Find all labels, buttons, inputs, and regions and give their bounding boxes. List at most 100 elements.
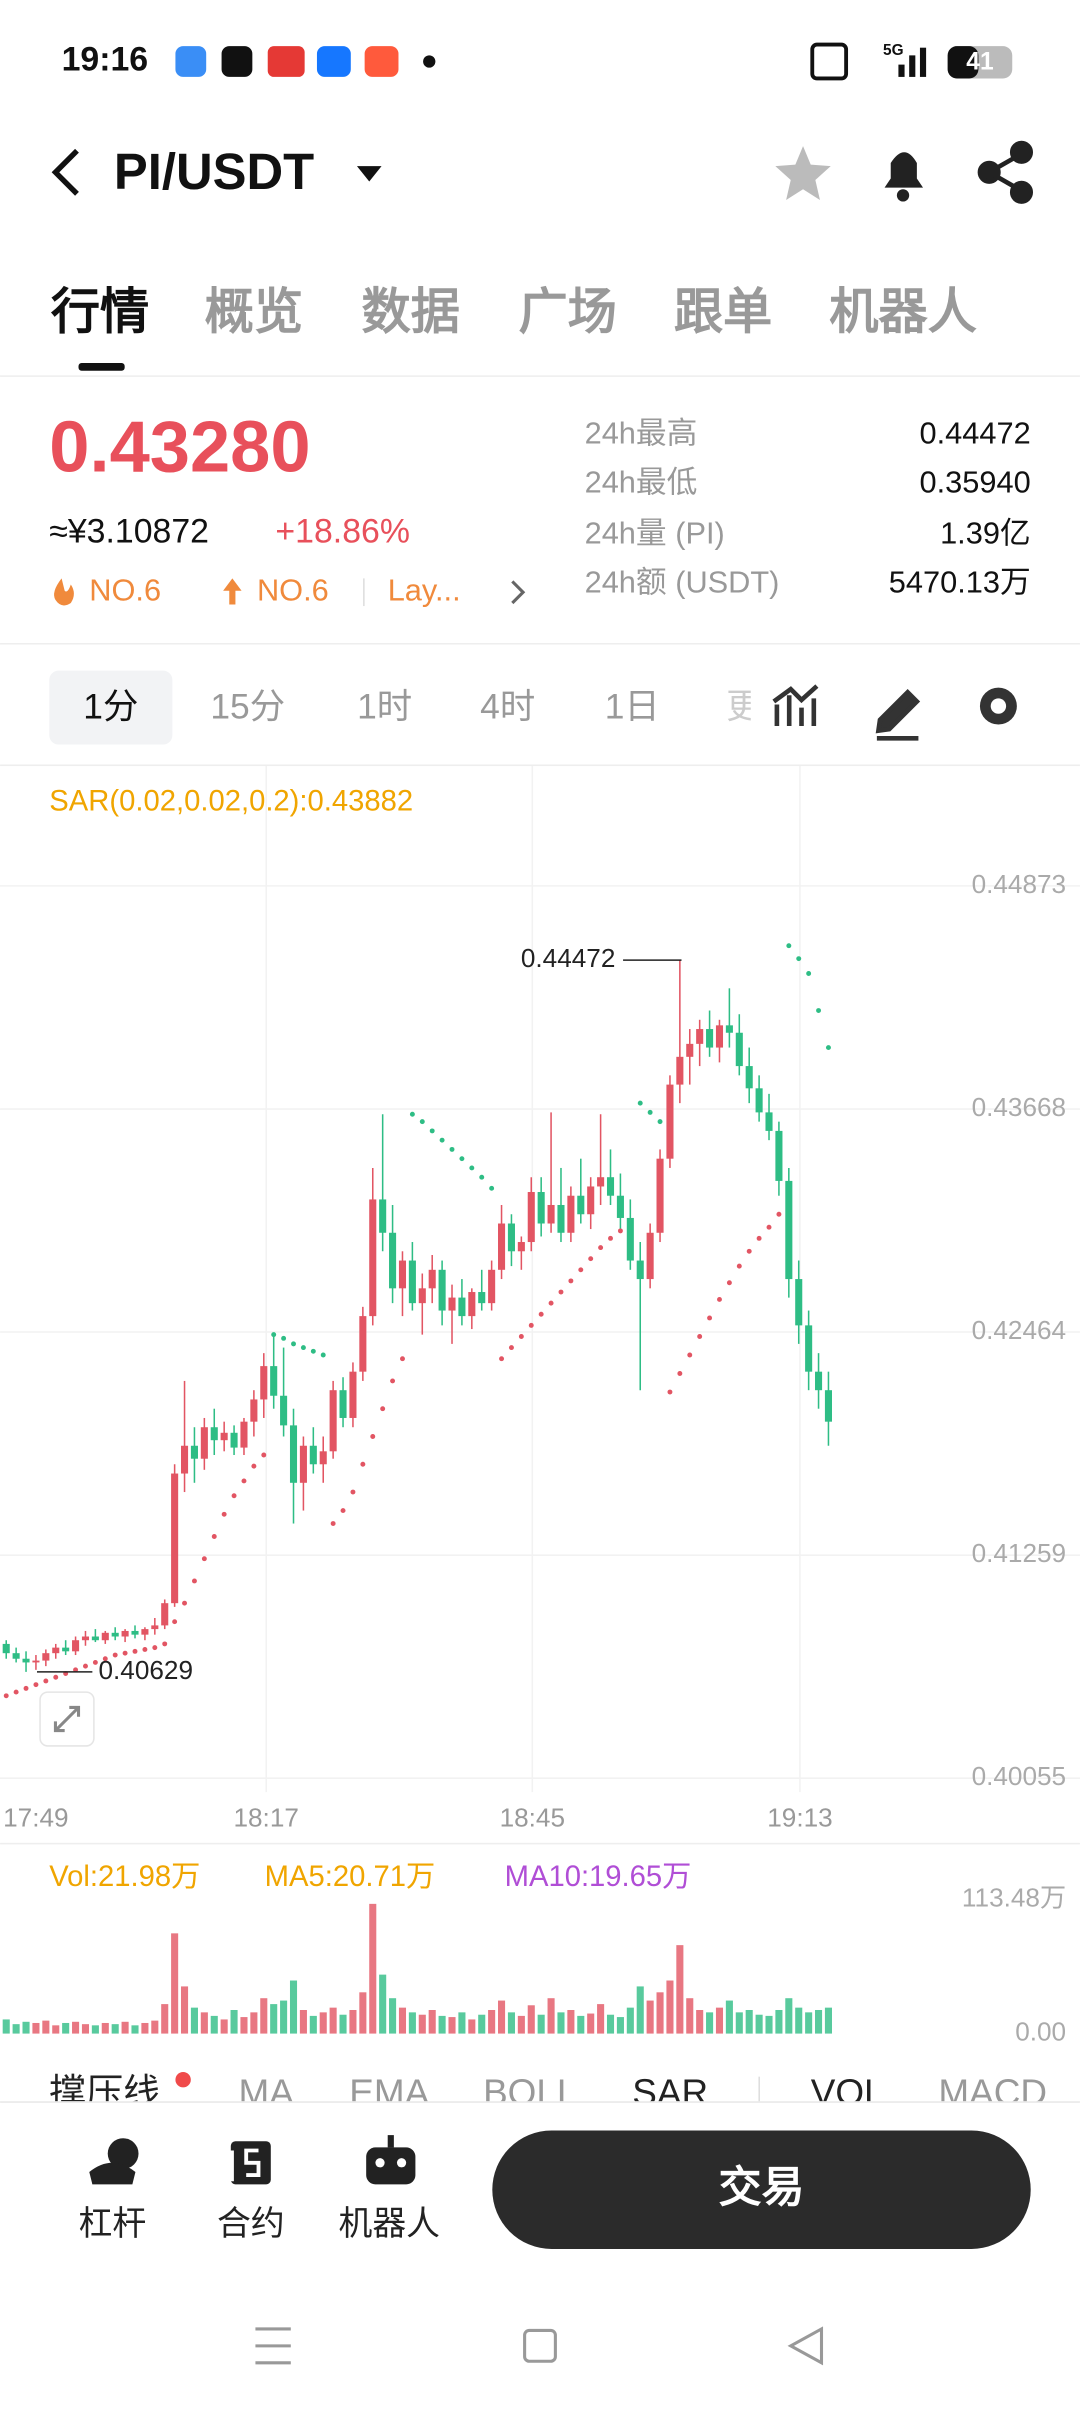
nav-back[interactable]	[787, 2326, 824, 2366]
candle-body	[329, 1390, 337, 1452]
candle-body	[230, 1432, 238, 1448]
nav-home[interactable]	[523, 2328, 557, 2363]
candle-body	[408, 1260, 416, 1304]
volume-bar	[646, 2000, 654, 2034]
volume-bar	[240, 2017, 248, 2034]
sar-dot	[707, 1315, 713, 1321]
volume-bar	[775, 2010, 783, 2034]
volume-bar	[606, 2014, 615, 2034]
volume-bar	[349, 2010, 357, 2034]
tab[interactable]: 行情	[51, 284, 149, 339]
volume-bar	[270, 2004, 278, 2034]
pair-title[interactable]: PI/USDT	[114, 143, 314, 200]
cny-price: ≈¥3.10872	[49, 513, 209, 551]
volume-legend: MA5:20.71万	[265, 1861, 436, 1893]
status-battery: 41	[966, 49, 993, 76]
volume-bar	[131, 2025, 139, 2034]
sar-dot	[558, 1289, 564, 1295]
low-marker: 0.40629	[99, 1655, 193, 1685]
interval[interactable]: 1时	[357, 687, 412, 726]
indicator-button[interactable]	[772, 684, 819, 727]
volume-bar	[428, 2010, 436, 2034]
volume-bar	[755, 2014, 763, 2034]
back-button[interactable]	[51, 148, 79, 196]
rank-tag[interactable]: NO.6	[257, 572, 329, 607]
grid: 0.44873 0.43668 0.42464 0.41259 0.40055	[0, 766, 1080, 1793]
volume-tick-label: 0.00	[1015, 2016, 1066, 2046]
settings-button[interactable]	[979, 687, 1017, 725]
draw-button[interactable]	[875, 688, 921, 741]
pair-dropdown[interactable]	[356, 166, 382, 182]
candle-body	[309, 1445, 317, 1465]
status-network: 5G	[883, 42, 904, 59]
candle-body	[250, 1399, 258, 1422]
stat-label: 24h额 (USDT)	[585, 565, 780, 600]
volume-bar	[666, 1980, 674, 2034]
volume-bar	[81, 2024, 90, 2034]
robot-icon	[366, 2135, 416, 2185]
volume-bar	[696, 2010, 704, 2034]
tab[interactable]: 概览	[205, 284, 303, 339]
candle-body	[775, 1130, 783, 1181]
bottom-item[interactable]: 杠杆	[79, 2205, 147, 2243]
rank-tag[interactable]: NO.6	[89, 572, 161, 607]
volume-bar	[517, 2015, 525, 2034]
candle-body	[527, 1192, 535, 1243]
candle-body	[696, 1029, 704, 1044]
sar-dot	[390, 1378, 396, 1384]
tab[interactable]: 广场	[518, 284, 616, 339]
interval[interactable]: 4时	[480, 687, 535, 726]
tab[interactable]: 数据	[362, 284, 460, 339]
sar-dot	[766, 1224, 772, 1230]
interval[interactable]: 15分	[210, 687, 285, 726]
alert-button[interactable]	[884, 152, 924, 202]
sector-tag[interactable]: Lay...	[388, 572, 461, 607]
candle-body	[448, 1297, 456, 1311]
favorite-button[interactable]	[775, 146, 831, 200]
sar-dot	[320, 1352, 326, 1358]
candle-body	[805, 1325, 813, 1372]
sar-dot	[717, 1296, 722, 1302]
candle-body	[666, 1084, 674, 1159]
tab[interactable]: 机器人	[829, 284, 977, 339]
stat-value: 1.39亿	[940, 515, 1031, 550]
nav-menu[interactable]	[255, 2327, 291, 2365]
share-button[interactable]	[977, 140, 1034, 204]
volume-bar	[448, 2017, 456, 2034]
trade-label: 交易	[718, 2164, 804, 2212]
interval[interactable]: 1分	[83, 687, 138, 726]
volume-bar	[151, 2020, 159, 2034]
volume-bar	[329, 2007, 337, 2034]
sar-dot	[816, 1008, 822, 1013]
sar-dot	[350, 1489, 356, 1495]
tags-more[interactable]	[511, 580, 526, 605]
hot-icon	[54, 578, 74, 606]
candle-body	[2, 1643, 10, 1654]
sar-dot	[459, 1156, 465, 1162]
trade-button[interactable]	[492, 2130, 1031, 2249]
candle-body	[359, 1316, 367, 1372]
sar-dot	[211, 1534, 217, 1539]
candle-body	[438, 1269, 446, 1311]
sar-dot	[588, 1256, 594, 1262]
sar-dot	[697, 1334, 703, 1339]
divider	[0, 375, 1080, 377]
volume-bar	[636, 1986, 644, 2034]
candle-body	[478, 1292, 486, 1304]
bottom-item[interactable]: 机器人	[339, 2205, 440, 2243]
volume-bar	[101, 2022, 109, 2034]
interval[interactable]: 1日	[605, 687, 660, 726]
volume-bar	[408, 2012, 416, 2034]
sar-dot	[43, 1678, 49, 1684]
bottom-item[interactable]: 合约	[217, 2205, 285, 2243]
y-tick-label: 0.40055	[972, 1761, 1067, 1791]
volume-legend: Vol:21.98万	[49, 1861, 200, 1893]
sar-dot	[231, 1493, 237, 1499]
sar-dot	[122, 1650, 128, 1656]
candle-body	[428, 1269, 436, 1289]
sar-dot	[271, 1332, 277, 1338]
candle-body	[12, 1653, 20, 1659]
tab[interactable]: 跟单	[674, 284, 772, 339]
candle-body	[517, 1242, 525, 1252]
